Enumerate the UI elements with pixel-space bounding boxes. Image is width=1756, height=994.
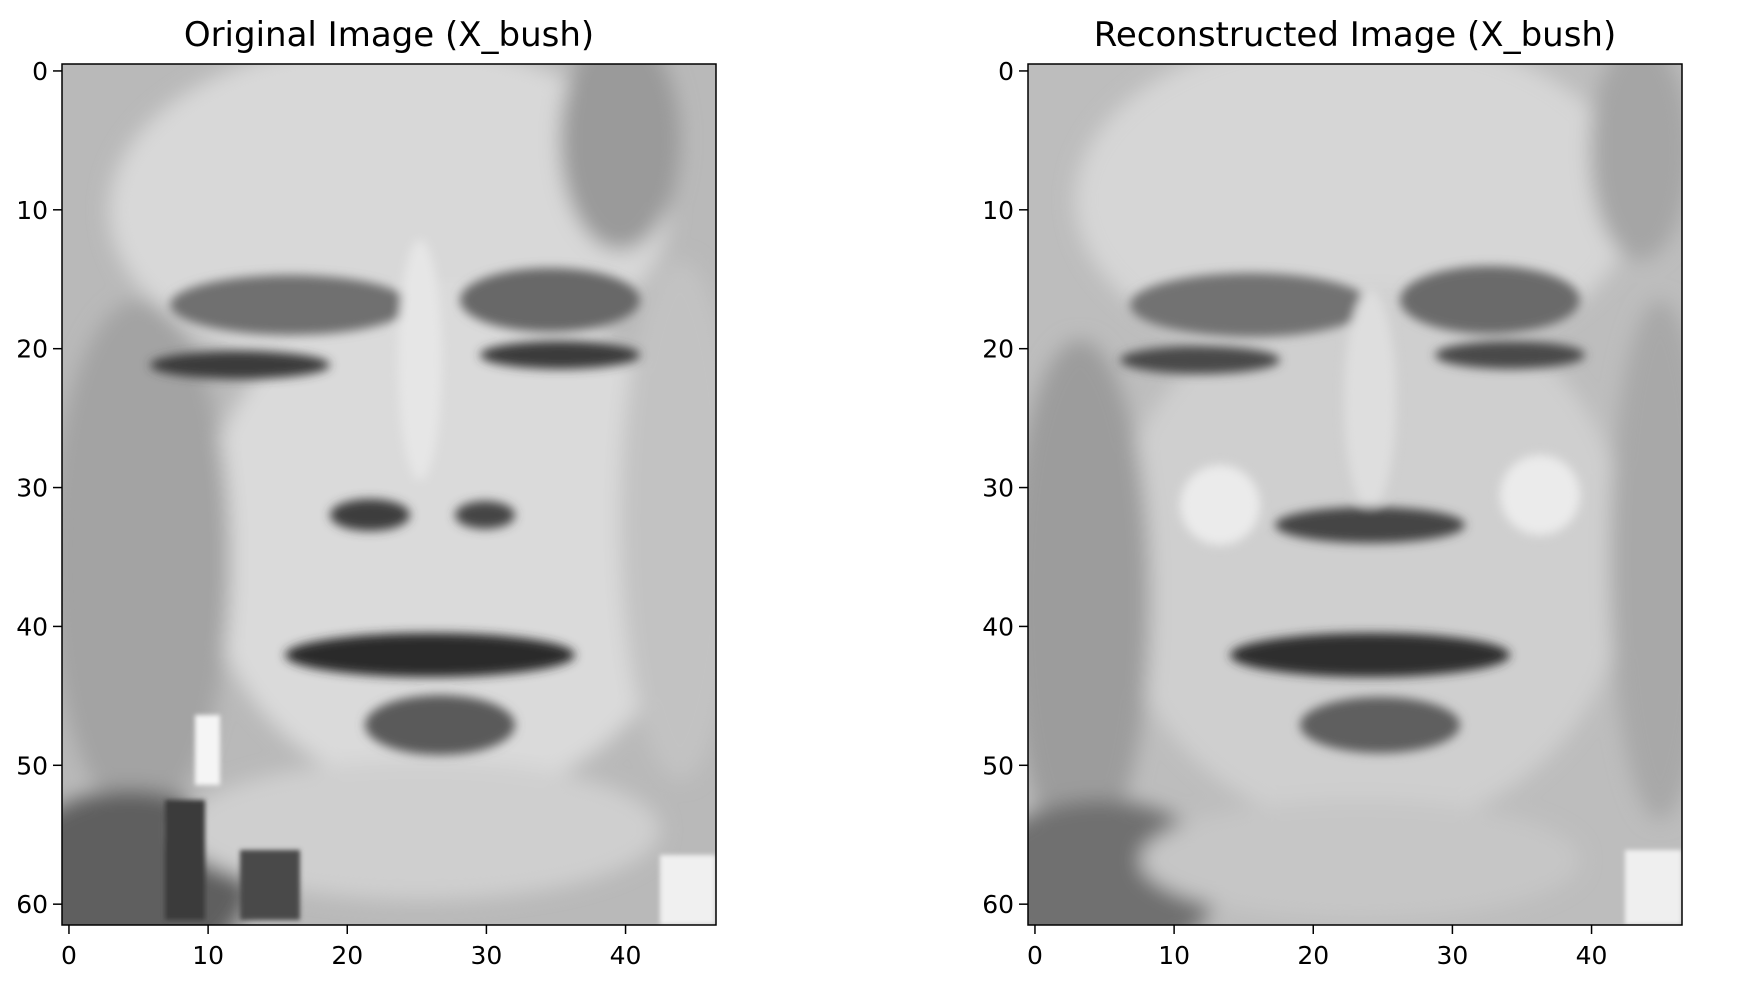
x-tick-label: 30	[470, 941, 502, 970]
x-tick-label: 40	[1576, 941, 1608, 970]
image-original	[10, 30, 740, 970]
x-tick-label: 40	[610, 941, 642, 970]
x-tick-label: 30	[1436, 941, 1468, 970]
y-tick-label: 50	[16, 751, 48, 780]
y-tick-label: 0	[32, 57, 48, 86]
x-tick-label: 0	[61, 941, 77, 970]
image-reconstructed	[980, 30, 1710, 960]
title-reconstructed: Reconstructed Image (X_bush)	[1094, 15, 1616, 55]
y-tick-label: 20	[982, 335, 1014, 364]
x-axis-reconstructed: 0 10 20 30 40	[1027, 925, 1607, 970]
y-tick-label: 40	[982, 612, 1014, 641]
y-tick-label: 50	[982, 751, 1014, 780]
title-original: Original Image (X_bush)	[184, 15, 594, 55]
y-axis-original: 0 10 20 30 40 50 60	[16, 57, 62, 919]
x-tick-label: 0	[1027, 941, 1043, 970]
y-tick-label: 60	[982, 890, 1014, 919]
y-tick-label: 10	[16, 196, 48, 225]
x-tick-label: 10	[192, 941, 224, 970]
y-tick-label: 40	[16, 612, 48, 641]
panel-original: Original Image (X_bush)	[10, 15, 740, 970]
y-tick-label: 0	[998, 57, 1014, 86]
y-tick-label: 60	[16, 890, 48, 919]
panel-reconstructed: Reconstructed Image (X_bush)	[980, 15, 1710, 970]
x-tick-label: 20	[1297, 941, 1329, 970]
y-tick-label: 30	[982, 474, 1014, 503]
x-axis-original: 0 10 20 30 40	[61, 925, 641, 970]
x-tick-label: 20	[331, 941, 363, 970]
y-tick-label: 30	[16, 474, 48, 503]
y-tick-label: 10	[982, 196, 1014, 225]
y-tick-label: 20	[16, 335, 48, 364]
y-axis-reconstructed: 0 10 20 30 40 50 60	[982, 57, 1028, 919]
x-tick-label: 10	[1158, 941, 1190, 970]
